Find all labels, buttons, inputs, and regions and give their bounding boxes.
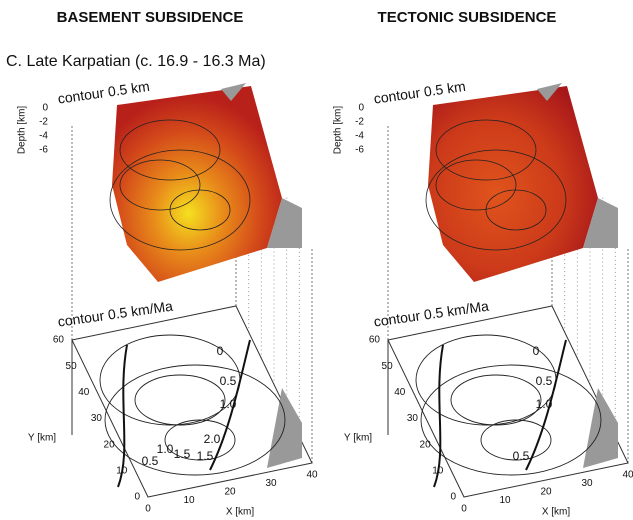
contour-label: 1.0	[157, 442, 174, 456]
depth-tick-label: -4	[39, 131, 48, 142]
x-tick-label: 0	[461, 504, 467, 515]
y-tick-label: 50	[66, 361, 78, 372]
contour-line	[164, 419, 236, 461]
land-patch	[537, 83, 562, 101]
land-patch	[583, 198, 618, 248]
y-axis-label: Y [km]	[344, 433, 372, 444]
contour-label: 2.0	[204, 432, 221, 446]
contour-label: 0.5	[142, 454, 159, 468]
depth-tick-label: 0	[358, 103, 364, 114]
fault-line	[525, 339, 567, 471]
y-tick-label: 30	[407, 413, 419, 424]
y-tick-label: 60	[53, 335, 65, 346]
x-tick-label: 30	[581, 478, 593, 489]
x-tick-label: 20	[224, 487, 236, 498]
depth-tick-label: -2	[355, 117, 364, 128]
land-patch	[267, 198, 302, 248]
x-tick-label: 40	[622, 470, 633, 481]
x-tick-label: 10	[183, 495, 195, 506]
y-tick-label: 10	[432, 465, 444, 476]
x-axis-label: X [km]	[226, 507, 255, 518]
y-tick-label: 50	[382, 361, 394, 372]
contour-label: 1.5	[174, 447, 191, 461]
contour-label: 1.5	[197, 449, 214, 463]
coastline	[433, 344, 444, 488]
depth-tick-label: -6	[355, 145, 364, 156]
contour-line	[435, 119, 537, 181]
depth-tick-label: -2	[39, 117, 48, 128]
contour-line	[169, 189, 231, 231]
contour-line	[435, 159, 517, 211]
contour-label: 0	[533, 344, 540, 358]
y-tick-label: 20	[104, 439, 116, 450]
contour-label: 0.5	[220, 374, 237, 388]
contour-label: 0.5	[513, 449, 530, 463]
y-tick-label: 60	[369, 335, 381, 346]
y-tick-label: 30	[91, 413, 103, 424]
y-tick-label: 40	[394, 387, 406, 398]
y-tick-label: 20	[420, 439, 432, 450]
y-axis-label: Y [km]	[28, 433, 56, 444]
contour-line	[104, 364, 286, 476]
x-tick-label: 10	[499, 495, 511, 506]
y-tick-label: 40	[78, 387, 90, 398]
contour-label: 0.5	[536, 374, 553, 388]
contour-line	[420, 364, 602, 476]
land-patch	[221, 83, 246, 101]
y-tick-label: 10	[116, 465, 128, 476]
x-tick-label: 20	[540, 487, 552, 498]
contour-line	[485, 189, 547, 231]
x-tick-label: 30	[265, 478, 277, 489]
fault-line	[209, 339, 251, 471]
depth-map	[112, 86, 282, 282]
depth-tick-label: 0	[42, 103, 48, 114]
depth-tick-label: -6	[39, 145, 48, 156]
base-plane	[387, 305, 629, 498]
y-tick-label: 0	[450, 492, 456, 503]
panel-title: TECTONIC SUBSIDENCE	[378, 9, 557, 26]
y-tick-label: 0	[134, 492, 140, 503]
contour-line	[119, 159, 201, 211]
depth-axis-label: Depth [km]	[17, 106, 28, 155]
panel-title: BASEMENT SUBSIDENCE	[57, 9, 244, 26]
x-axis-label: X [km]	[542, 507, 571, 518]
contour-line	[119, 119, 221, 181]
coastline	[117, 344, 128, 488]
contour-label: 1.0	[220, 397, 237, 411]
x-tick-label: 40	[306, 470, 318, 481]
contour-line	[109, 149, 251, 251]
base-plane	[71, 305, 313, 498]
depth-map	[428, 86, 598, 282]
contour-label: 1.0	[536, 397, 553, 411]
depth-tick-label: -4	[355, 131, 364, 142]
x-tick-label: 0	[145, 504, 151, 515]
contour-line	[480, 419, 552, 461]
depth-axis-label: Depth [km]	[333, 106, 344, 155]
contour-line	[425, 149, 567, 251]
caption: C. Late Karpatian (c. 16.9 - 16.3 Ma)	[6, 53, 266, 70]
contour-label: 0	[217, 344, 224, 358]
